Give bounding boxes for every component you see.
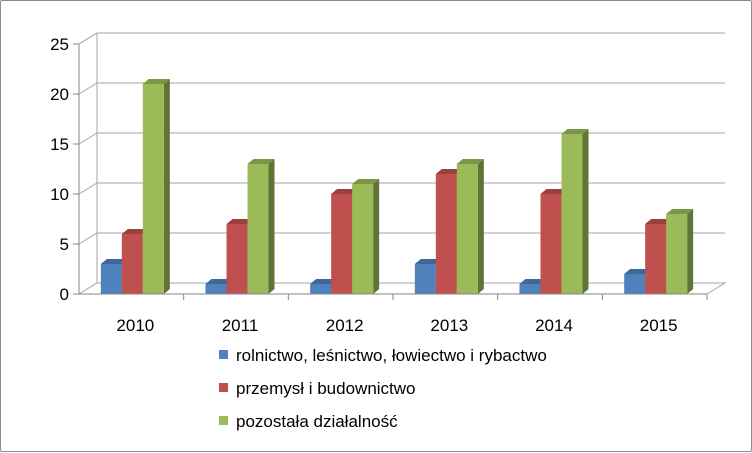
legend-swatch (219, 416, 228, 425)
bar-front (142, 84, 164, 294)
bar-front (226, 224, 248, 294)
legend-item-0: rolnictwo, leśnictwo, łowiectwo i rybact… (219, 346, 547, 365)
legend-swatch (219, 350, 228, 359)
bar-top (540, 189, 568, 194)
y-axis: 0 5 10 15 20 25 (50, 35, 80, 304)
bar-top (310, 279, 338, 284)
bar-top (142, 79, 170, 84)
bar-front (624, 274, 646, 294)
bar-side (477, 159, 484, 294)
bar-top (645, 219, 673, 224)
x-tick-label: 2014 (535, 316, 573, 335)
bar-top (352, 179, 380, 184)
bar-2012-s2 (352, 179, 380, 294)
gridline (78, 132, 725, 145)
bar-top (226, 219, 254, 224)
bar-2013-s2 (456, 159, 484, 294)
bar-2014-s2 (561, 129, 589, 294)
bar-group-2014 (519, 129, 589, 294)
bar-group-2015 (624, 209, 694, 294)
bar-group-2012 (310, 179, 380, 294)
gridlines (78, 32, 725, 245)
bar-front (435, 174, 457, 294)
bar-top (456, 159, 484, 164)
bar-front (352, 184, 374, 294)
x-tick-label: 2010 (116, 316, 154, 335)
bar-front (100, 264, 122, 294)
x-tick-label: 2011 (222, 316, 259, 335)
bar-top (435, 169, 463, 174)
bar-2011-s2 (247, 159, 275, 294)
legend-label: rolnictwo, leśnictwo, łowiectwo i rybact… (236, 346, 547, 365)
gridline (78, 232, 725, 245)
legend-item-2: pozostała działalność (219, 412, 398, 431)
bar-top (121, 229, 149, 234)
bar-side (582, 129, 589, 294)
x-tick-labels: 2010 2011 2012 2013 2014 2015 (116, 294, 708, 335)
y-tick-labels: 0 5 10 15 20 25 (50, 35, 79, 304)
bars (100, 79, 694, 294)
bar-top (561, 129, 589, 134)
bar-top (205, 279, 233, 284)
x-tick-label: 2012 (326, 316, 364, 335)
bar-front (561, 134, 583, 294)
bar-top (331, 189, 359, 194)
bar-top (247, 159, 275, 164)
bar-front (519, 284, 541, 294)
x-tick-label: 2015 (640, 316, 678, 335)
bar-top (666, 209, 694, 214)
side-wall (78, 32, 98, 295)
chart-walls (77, 32, 727, 295)
bar-2015-s2 (666, 209, 694, 294)
x-tick-label: 2013 (430, 316, 468, 335)
legend-label: pozostała działalność (236, 412, 398, 431)
bar-top (414, 259, 442, 264)
y-tick-label: 15 (50, 135, 69, 154)
gridline (78, 32, 725, 45)
bar-front (205, 284, 227, 294)
y-tick-label: 25 (50, 35, 69, 54)
bar-group-2011 (205, 159, 275, 294)
bar-front (414, 264, 436, 294)
bar-side (373, 179, 380, 294)
bar-front (540, 194, 562, 294)
bar-top (519, 279, 547, 284)
bar-front (310, 284, 332, 294)
legend: rolnictwo, leśnictwo, łowiectwo i rybact… (219, 346, 547, 431)
bar-group-2013 (414, 159, 484, 294)
bar-front (666, 214, 688, 294)
bar-front (121, 234, 143, 294)
bar-top (624, 269, 652, 274)
bar-front (331, 194, 353, 294)
y-tick-label: 5 (60, 235, 69, 254)
y-tick-label: 20 (50, 85, 69, 104)
bar-front (456, 164, 478, 294)
bar-side (163, 79, 170, 294)
bar-side (268, 159, 275, 294)
legend-swatch (219, 383, 228, 392)
gridline (78, 82, 725, 95)
bar-group-2010 (100, 79, 170, 294)
bar-side (687, 209, 694, 294)
bar-front (645, 224, 667, 294)
bar-top (100, 259, 128, 264)
legend-item-1: przemysł i budownictwo (219, 379, 416, 398)
bar-2010-s2 (142, 79, 170, 294)
x-axis: 2010 2011 2012 2013 2014 2015 (79, 293, 708, 335)
bar-front (247, 164, 269, 294)
y-tick-label: 10 (50, 185, 69, 204)
gridline (78, 182, 725, 195)
y-tick-label: 0 (60, 285, 69, 304)
legend-label: przemysł i budownictwo (236, 379, 416, 398)
